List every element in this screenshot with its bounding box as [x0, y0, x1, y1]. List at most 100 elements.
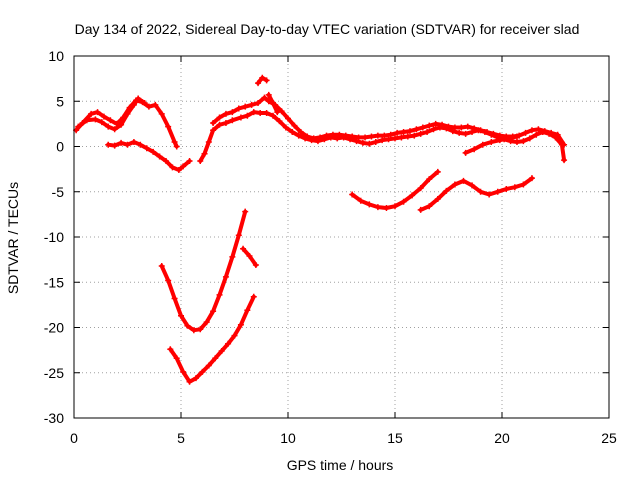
series-trace [168, 294, 256, 384]
data-point [366, 201, 373, 208]
data-point [451, 124, 458, 131]
data-point [165, 277, 172, 284]
data-point [511, 184, 518, 191]
data-point [291, 122, 298, 129]
y-tick-label: -10 [44, 229, 64, 245]
data-point [458, 124, 465, 131]
data-point [237, 114, 244, 121]
data-point [143, 145, 150, 152]
data-point [250, 293, 257, 300]
data-point [394, 129, 401, 136]
data-point [379, 137, 386, 144]
data-point [460, 177, 467, 184]
data-point [201, 150, 208, 157]
data-point [192, 375, 199, 382]
data-point [88, 110, 95, 117]
data-point [434, 195, 441, 202]
data-point [130, 138, 137, 145]
data-point [150, 148, 157, 155]
data-point [199, 368, 206, 375]
data-point [276, 118, 283, 125]
series-arc-f [255, 74, 270, 87]
data-point [426, 176, 433, 183]
data-point [297, 129, 304, 136]
data-point [496, 137, 503, 144]
data-point [107, 117, 114, 124]
data-point [355, 134, 362, 141]
data-point [252, 262, 259, 269]
data-point [528, 175, 535, 182]
data-point [83, 117, 90, 124]
data-point [535, 126, 542, 133]
data-point [541, 128, 548, 135]
data-point [237, 321, 244, 328]
data-point [124, 141, 131, 148]
data-point [75, 123, 82, 130]
data-point [561, 141, 568, 148]
data-point [434, 168, 441, 175]
data-point [443, 187, 450, 194]
data-point [210, 308, 217, 315]
data-point [130, 101, 137, 108]
data-point [118, 139, 125, 146]
data-point [409, 192, 416, 199]
chart-title: Day 134 of 2022, Sidereal Day-to-day VTE… [75, 21, 580, 37]
data-point [257, 110, 264, 117]
data-point [244, 307, 251, 314]
series-arc-h [462, 133, 520, 156]
data-point [111, 126, 118, 133]
x-tick-label: 25 [601, 430, 617, 446]
plot-frame [73, 55, 610, 419]
data-point [225, 340, 232, 347]
series-arc-j [417, 175, 535, 213]
data-point [118, 121, 125, 128]
data-point [426, 203, 433, 210]
data-point [186, 378, 193, 385]
data-point [430, 126, 437, 133]
data-point [445, 123, 452, 130]
data-point [462, 130, 469, 137]
data-point [145, 103, 152, 110]
series-arc-i [349, 168, 441, 212]
data-point [349, 191, 356, 198]
x-tick-label: 10 [280, 430, 296, 446]
data-point [488, 138, 495, 145]
data-point [329, 131, 336, 138]
data-point [210, 127, 217, 134]
data-point [357, 197, 364, 204]
series-trace [159, 209, 248, 333]
data-point [186, 157, 193, 164]
data-point [92, 116, 99, 123]
data-point [231, 332, 238, 339]
data-point [111, 142, 118, 149]
data-point [374, 204, 381, 211]
data-point [362, 134, 369, 141]
data-point [203, 319, 210, 326]
data-point [456, 129, 463, 136]
data-point [216, 114, 223, 121]
series-arc-k [158, 208, 249, 334]
data-point [469, 129, 476, 136]
data-point [265, 91, 272, 98]
data-point [477, 188, 484, 195]
data-point [323, 132, 330, 139]
data-point [270, 100, 277, 107]
data-point [310, 135, 317, 142]
data-point [282, 124, 289, 131]
data-point [526, 135, 533, 142]
data-point [263, 77, 270, 84]
y-tick-label: 5 [56, 93, 64, 109]
data-point [317, 134, 324, 141]
data-point [432, 120, 439, 127]
data-point [359, 139, 366, 146]
data-point [462, 149, 469, 156]
data-point [366, 140, 373, 147]
data-point [229, 253, 236, 260]
data-point [533, 131, 540, 138]
data-point [411, 132, 418, 139]
data-point [417, 130, 424, 137]
data-point [404, 133, 411, 140]
data-point [392, 203, 398, 210]
data-point [152, 101, 159, 108]
data-point [190, 327, 197, 334]
